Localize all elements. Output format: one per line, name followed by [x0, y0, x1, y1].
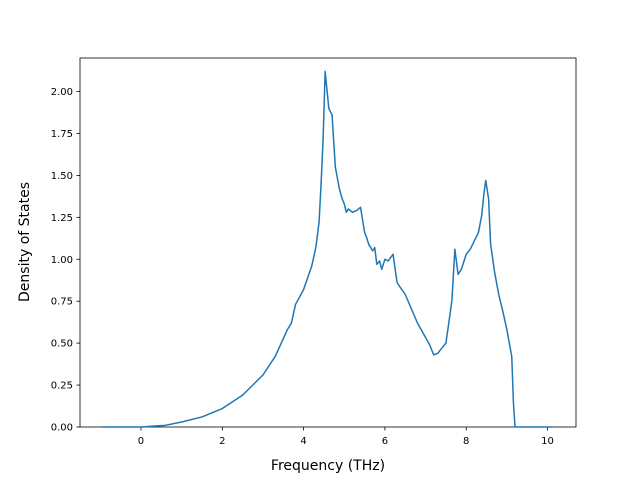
x-ticks: 0 2 4 6 8 10	[138, 427, 554, 447]
x-tick-label: 2	[219, 436, 225, 447]
y-tick-label: 1.50	[51, 171, 73, 182]
x-tick-label: 8	[463, 436, 469, 447]
y-ticks: 0.00 0.25 0.50 0.75 1.00 1.25 1.50 1.75 2.00	[51, 87, 80, 434]
y-tick-label: 0.75	[51, 297, 73, 308]
y-tick-label: 1.75	[51, 129, 73, 140]
y-tick-label: 0.00	[51, 423, 73, 434]
x-tick-label: 0	[138, 436, 144, 447]
y-tick-label: 0.50	[51, 339, 73, 350]
x-tick-label: 6	[382, 436, 388, 447]
x-tick-label: 4	[300, 436, 306, 447]
x-tick-label: 10	[541, 436, 554, 447]
y-tick-label: 0.25	[51, 381, 73, 392]
dos-series-line	[102, 70, 552, 428]
y-tick-label: 1.25	[51, 213, 73, 224]
y-tick-label: 2.00	[51, 87, 73, 98]
x-axis-label: Frequency (THz)	[271, 458, 385, 474]
y-axis-label: Density of States	[17, 182, 33, 302]
y-tick-label: 1.00	[51, 255, 73, 266]
plot-frame	[79, 57, 577, 428]
